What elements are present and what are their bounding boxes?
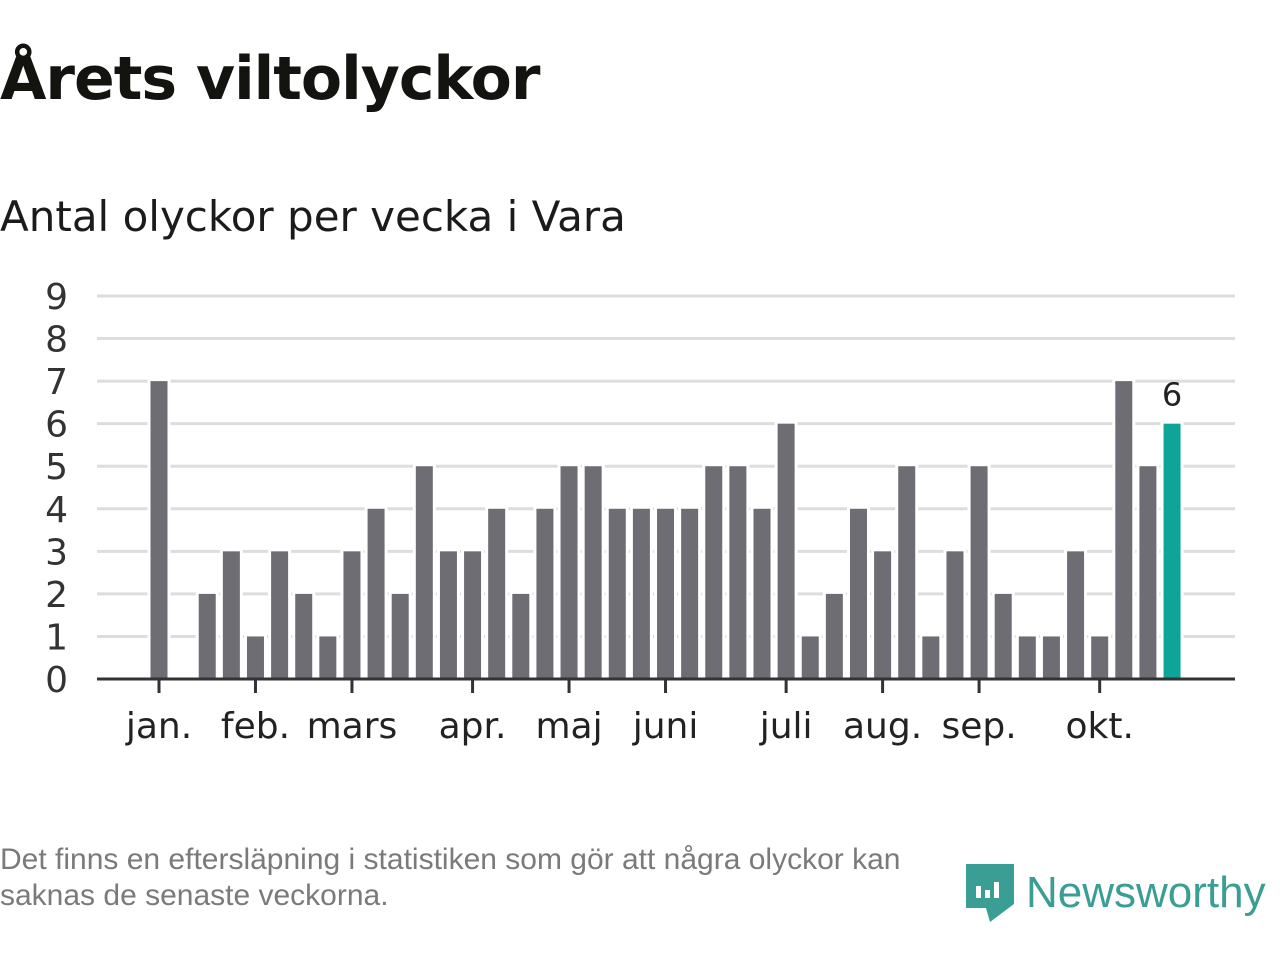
bar — [632, 508, 650, 679]
bar — [1139, 466, 1157, 679]
bar — [367, 508, 385, 679]
bar — [681, 508, 699, 679]
bar — [415, 466, 433, 679]
bar — [150, 381, 168, 679]
bar — [705, 466, 723, 679]
bar — [970, 466, 988, 679]
newsworthy-logo[interactable]: Newsworthy — [964, 862, 1266, 924]
bar — [874, 551, 892, 679]
y-tick-label: 8 — [45, 320, 68, 361]
bar — [1042, 636, 1060, 679]
x-tick-label: mars — [307, 706, 398, 747]
bar — [536, 508, 554, 679]
bar — [801, 636, 819, 679]
bar — [729, 466, 747, 679]
y-tick-label: 1 — [45, 617, 68, 658]
bar — [1018, 636, 1036, 679]
bar — [271, 551, 289, 679]
bar — [198, 593, 216, 679]
x-tick-label: juli — [759, 706, 813, 747]
x-tick-label: okt. — [1065, 706, 1133, 747]
bar — [584, 466, 602, 679]
x-tick-label: sep. — [941, 706, 1016, 747]
y-tick-label: 7 — [45, 362, 68, 403]
bar — [319, 636, 337, 679]
bar — [464, 551, 482, 679]
y-tick-label: 9 — [45, 277, 68, 318]
bar — [849, 508, 867, 679]
x-tick-label: feb. — [221, 706, 290, 747]
bar — [439, 551, 457, 679]
bar — [946, 551, 964, 679]
y-tick-label: 6 — [45, 405, 68, 446]
y-tick-label: 5 — [45, 447, 68, 488]
footnote: Det finns en eftersläpning i statistiken… — [0, 843, 901, 912]
bar — [560, 466, 578, 679]
bar — [1091, 636, 1109, 679]
bar — [246, 636, 264, 679]
y-tick-label: 4 — [45, 490, 68, 531]
bar — [994, 593, 1012, 679]
bar — [1067, 551, 1085, 679]
x-tick-label: juni — [632, 706, 699, 747]
bar — [488, 508, 506, 679]
bar — [295, 593, 313, 679]
bar — [777, 423, 795, 679]
y-tick-label: 3 — [45, 532, 68, 573]
bar — [512, 593, 530, 679]
bar — [1115, 381, 1133, 679]
x-tick-label: aug. — [843, 706, 922, 747]
bar — [222, 551, 240, 679]
x-tick-label: maj — [535, 706, 602, 747]
bar — [753, 508, 771, 679]
bar-highlight — [1163, 423, 1181, 679]
data-label: 6 — [1162, 376, 1182, 414]
bar — [391, 593, 409, 679]
bar — [657, 508, 675, 679]
logo-text: Newsworthy — [1026, 868, 1266, 917]
logo-icon — [966, 864, 1014, 922]
y-tick-label: 0 — [45, 660, 68, 701]
bar — [343, 551, 361, 679]
bar — [922, 636, 940, 679]
x-tick-label: jan. — [125, 706, 192, 747]
x-tick-label: apr. — [439, 706, 507, 747]
bar — [608, 508, 626, 679]
bar — [825, 593, 843, 679]
chart-subtitle: Antal olyckor per vecka i Vara — [0, 192, 626, 241]
chart-title: Årets viltolyckor — [0, 44, 540, 114]
y-tick-label: 2 — [45, 575, 68, 616]
bar — [898, 466, 916, 679]
